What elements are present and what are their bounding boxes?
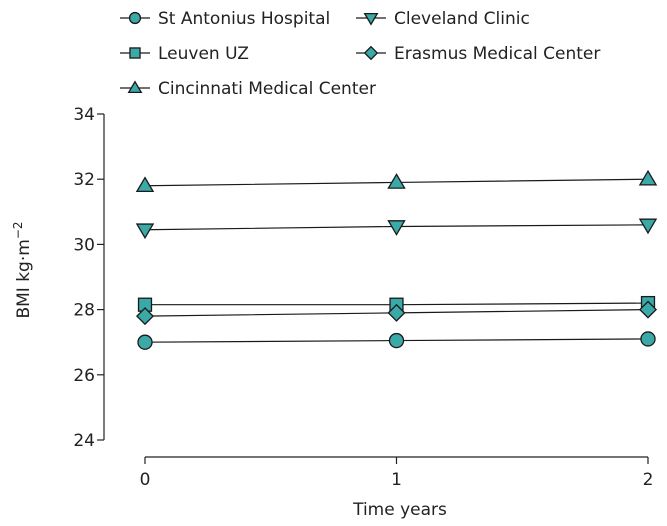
x-tick-label: 1 — [391, 470, 402, 490]
series-cleveland-clinic — [135, 218, 658, 240]
y-tick-label: 28 — [73, 301, 95, 321]
y-tick-label: 24 — [73, 431, 95, 451]
legend-item: Erasmus Medical Center — [356, 44, 600, 64]
legend-label: St Antonius Hospital — [158, 9, 330, 29]
data-point — [135, 223, 155, 240]
data-point — [137, 334, 153, 350]
data-point — [388, 332, 405, 349]
axes: 24 26 28 30 32 34 0 1 2 — [73, 105, 653, 490]
series-erasmus-medical-center — [135, 300, 658, 326]
x-tick-label: 0 — [140, 470, 151, 490]
legend-label: Cleveland Clinic — [394, 9, 530, 29]
legend-item: St Antonius Hospital — [120, 9, 330, 29]
y-tick-label: 26 — [73, 366, 95, 386]
y-tick-label: 34 — [73, 105, 95, 125]
legend-item: Leuven UZ — [120, 44, 249, 64]
legend-marker — [129, 47, 141, 59]
data-point — [135, 307, 155, 326]
legend-item: Cleveland Clinic — [356, 9, 530, 29]
series-group — [135, 169, 658, 350]
y-tick-label: 30 — [73, 235, 95, 255]
x-axis-label: Time years — [352, 500, 447, 520]
legend-marker — [363, 12, 379, 26]
legend-marker — [127, 80, 143, 94]
data-point — [638, 300, 658, 319]
legend-item: Cincinnati Medical Center — [120, 79, 376, 99]
series-cincinnati-medical-center — [135, 169, 658, 193]
data-point — [387, 173, 406, 189]
series-st-antonius-hospital — [137, 331, 656, 350]
data-point — [640, 331, 656, 347]
legend-marker — [128, 11, 142, 25]
legend-label: Leuven UZ — [158, 44, 249, 64]
y-tick-label: 32 — [73, 170, 95, 190]
legend-label: Erasmus Medical Center — [394, 44, 600, 64]
data-point — [638, 218, 658, 235]
legend-marker — [363, 45, 379, 61]
data-point — [387, 220, 406, 236]
data-point — [135, 176, 155, 193]
data-point — [387, 303, 406, 322]
legend: St Antonius Hospital Cleveland Clinic Leuv… — [120, 9, 600, 99]
x-tick-label: 2 — [643, 470, 654, 490]
y-axis-label: BMI kg·m−2 — [11, 221, 34, 318]
legend-label: Cincinnati Medical Center — [158, 79, 376, 99]
data-point — [638, 169, 658, 186]
